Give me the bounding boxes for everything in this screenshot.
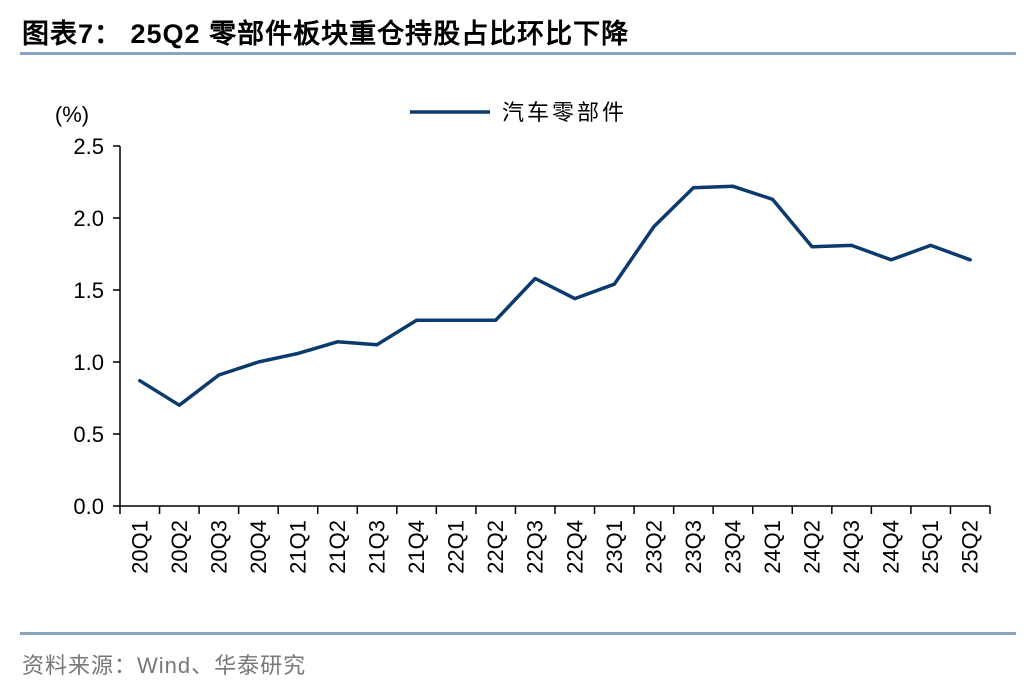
x-tick-label: 23Q2 [641,520,666,574]
x-tick-label: 22Q2 [483,520,508,574]
y-axis-label: (%) [55,102,89,127]
x-tick-label: 23Q3 [681,520,706,574]
x-tick-label: 21Q2 [325,520,350,574]
y-tick-label: 1.0 [73,350,104,375]
x-tick-label: 22Q4 [562,520,587,574]
y-tick-label: 1.5 [73,278,104,303]
x-tick-label: 21Q4 [404,520,429,574]
y-tick-label: 2.0 [73,206,104,231]
x-axis: 20Q1 20Q2 20Q3 20Q4 21Q1 21Q2 21Q3 21Q4 22Q1 22Q2… [119,505,991,574]
x-tick-label: 20Q4 [246,520,271,574]
line-chart: 0.0 0.5 1.0 1.5 2.0 2.5 (%) 20Q1 20Q2 20Q3 20Q4 21… [55,100,991,574]
x-tick-label: 25Q2 [958,520,983,574]
source-note: 资料来源：Wind、华泰研究 [22,653,307,678]
legend-label: 汽车零部件 [502,100,627,125]
x-tick-label: 20Q2 [167,520,192,574]
x-tick-label: 23Q4 [720,520,745,574]
chart-title: 图表7： 25Q2 零部件板块重仓持股占比环比下降 [22,19,630,49]
series-line [138,184,972,407]
x-tick-label: 24Q3 [839,520,864,574]
footer-divider [20,632,1016,635]
x-tick-label: 23Q1 [602,520,627,574]
y-tick-label: 0.0 [73,494,104,519]
x-tick-label: 25Q1 [918,520,943,574]
x-tick-label: 21Q3 [365,520,390,574]
y-tick-label: 0.5 [73,422,104,447]
x-tick-label: 20Q3 [206,520,231,574]
title-divider [20,52,1016,55]
y-tick-label: 2.5 [73,134,104,159]
x-tick-label: 22Q1 [444,520,469,574]
x-tick-label: 22Q3 [523,520,548,574]
y-axis: 0.0 0.5 1.0 1.5 2.0 2.5 (%) [55,102,121,519]
x-tick-label: 24Q1 [760,520,785,574]
x-tick-label: 24Q4 [879,520,904,574]
x-tick-label: 20Q1 [127,520,152,574]
legend: 汽车零部件 [410,100,627,125]
x-tick-label: 21Q1 [285,520,310,574]
x-tick-label: 24Q2 [800,520,825,574]
series-layer [138,184,972,407]
